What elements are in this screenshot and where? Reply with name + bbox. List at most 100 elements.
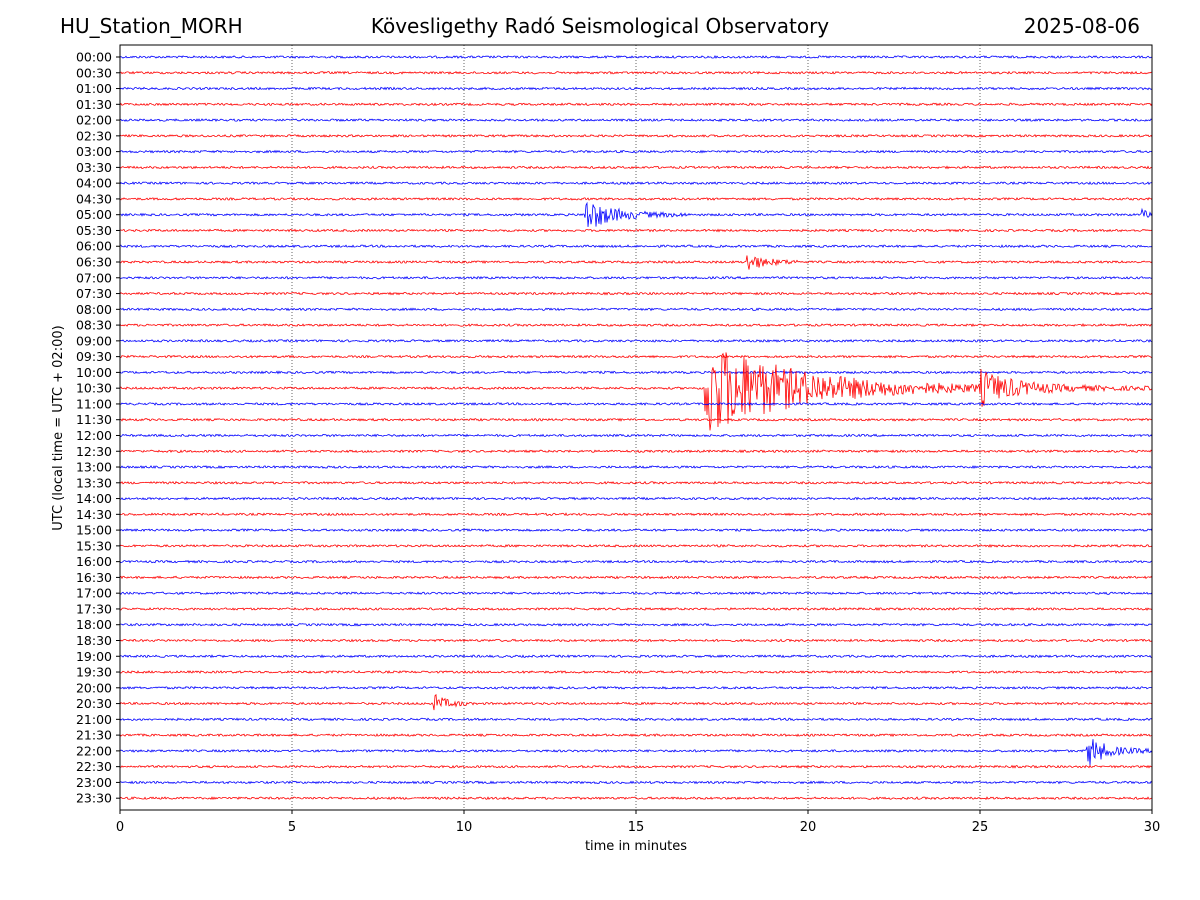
trace-0500 — [119, 201, 1153, 227]
trace-1830 — [119, 638, 1153, 643]
y-tick-label: 19:30 — [76, 665, 112, 680]
y-tick-label: 18:30 — [76, 633, 112, 648]
y-tick-label: 08:30 — [76, 318, 112, 333]
y-tick-label: 22:30 — [76, 759, 112, 774]
y-tick-label: 11:30 — [76, 412, 112, 427]
trace-0830 — [119, 323, 1153, 328]
y-tick-label: 04:30 — [76, 191, 112, 206]
y-tick-label: 06:00 — [76, 239, 112, 254]
trace-0230 — [119, 133, 1153, 138]
trace-1530 — [119, 543, 1153, 548]
trace-0800 — [119, 307, 1153, 312]
y-tick-label: 15:00 — [76, 523, 112, 538]
y-tick-label: 14:30 — [76, 507, 112, 522]
x-tick-label: 0 — [116, 820, 124, 835]
trace-group — [119, 54, 1153, 801]
y-tick-label: 01:00 — [76, 81, 112, 96]
trace-1400 — [119, 496, 1153, 501]
y-tick-label: 05:00 — [76, 207, 112, 222]
trace-0930 — [119, 354, 1153, 359]
y-tick-label: 06:30 — [76, 255, 112, 270]
y-tick-label: 23:30 — [76, 791, 112, 806]
y-tick-label: 00:00 — [76, 50, 112, 65]
trace-1700 — [119, 591, 1153, 596]
trace-0030 — [119, 70, 1153, 75]
x-tick-labels: 0 5 10 15 20 25 30 — [116, 810, 1160, 835]
trace-0730 — [119, 291, 1153, 296]
y-tick-label: 09:00 — [76, 333, 112, 348]
y-tick-label: 02:30 — [76, 128, 112, 143]
y-tick-label: 00:30 — [76, 65, 112, 80]
trace-1330 — [119, 480, 1153, 485]
trace-2100 — [119, 717, 1153, 722]
x-tick-label: 15 — [628, 820, 645, 835]
trace-0330 — [119, 165, 1153, 170]
y-tick-label: 08:00 — [76, 302, 112, 317]
y-tick-label: 13:00 — [76, 460, 112, 475]
trace-0000 — [119, 54, 1153, 59]
trace-2230 — [119, 764, 1153, 769]
trace-2330 — [119, 796, 1153, 801]
y-tick-label: 04:00 — [76, 176, 112, 191]
trace-1730 — [119, 607, 1153, 611]
x-tick-label: 10 — [456, 820, 473, 835]
trace-0630 — [119, 255, 1153, 270]
trace-0300 — [119, 149, 1153, 154]
trace-1500 — [119, 528, 1153, 533]
y-tick-label: 15:30 — [76, 538, 112, 553]
y-tick-label: 13:30 — [76, 475, 112, 490]
trace-1130 — [119, 417, 1153, 422]
plot-area — [120, 45, 1152, 810]
y-tick-label: 07:00 — [76, 270, 112, 285]
trace-1900 — [119, 654, 1152, 659]
trace-1230 — [119, 449, 1153, 454]
trace-0130 — [119, 102, 1153, 107]
y-tick-label: 11:00 — [76, 396, 112, 411]
y-tick-label: 17:30 — [76, 601, 112, 616]
trace-1430 — [119, 512, 1153, 517]
trace-0430 — [119, 196, 1153, 201]
trace-0900 — [119, 338, 1153, 343]
trace-0400 — [119, 181, 1153, 186]
trace-2000 — [119, 685, 1153, 690]
trace-1200 — [119, 433, 1153, 438]
y-tick-label: 03:30 — [76, 160, 112, 175]
y-tick-label: 21:30 — [76, 728, 112, 743]
x-tick-label: 25 — [972, 820, 989, 835]
y-tick-label: 09:30 — [76, 349, 112, 364]
y-tick-label: 10:00 — [76, 365, 112, 380]
x-axis-label: time in minutes — [585, 839, 687, 854]
trace-1300 — [119, 465, 1153, 470]
trace-1100 — [119, 401, 1153, 406]
y-axis-label: UTC (local time = UTC + 02:00) — [51, 325, 66, 530]
trace-0100 — [119, 86, 1153, 91]
x-tick-label: 30 — [1144, 820, 1161, 835]
y-tick-label: 14:00 — [76, 491, 112, 506]
x-tick-label: 20 — [800, 820, 817, 835]
station-name: HU_Station_MORH — [60, 14, 243, 38]
y-tick-label: 23:00 — [76, 775, 112, 790]
chart-date: 2025-08-06 — [1023, 14, 1140, 38]
trace-0530 — [119, 228, 1153, 233]
y-tick-labels: 00:0000:3001:0001:3002:0002:3003:0003:30… — [76, 50, 120, 806]
y-tick-label: 02:00 — [76, 113, 112, 128]
y-tick-label: 17:00 — [76, 586, 112, 601]
y-tick-label: 21:00 — [76, 712, 112, 727]
y-tick-label: 03:00 — [76, 144, 112, 159]
trace-1000 — [119, 370, 1153, 375]
y-tick-label: 20:30 — [76, 696, 112, 711]
y-tick-label: 19:00 — [76, 649, 112, 664]
y-tick-label: 12:30 — [76, 444, 112, 459]
trace-1030 — [119, 352, 1153, 431]
trace-2300 — [119, 780, 1153, 785]
y-tick-label: 22:00 — [76, 743, 112, 758]
trace-0700 — [119, 275, 1153, 280]
y-tick-label: 16:00 — [76, 554, 112, 569]
plot-border — [119, 44, 1153, 811]
y-tick-label: 07:30 — [76, 286, 112, 301]
y-tick-label: 01:30 — [76, 97, 112, 112]
trace-0600 — [119, 244, 1153, 249]
y-tick-label: 18:00 — [76, 617, 112, 632]
chart-title: Kövesligethy Radó Seismological Observat… — [370, 14, 830, 38]
